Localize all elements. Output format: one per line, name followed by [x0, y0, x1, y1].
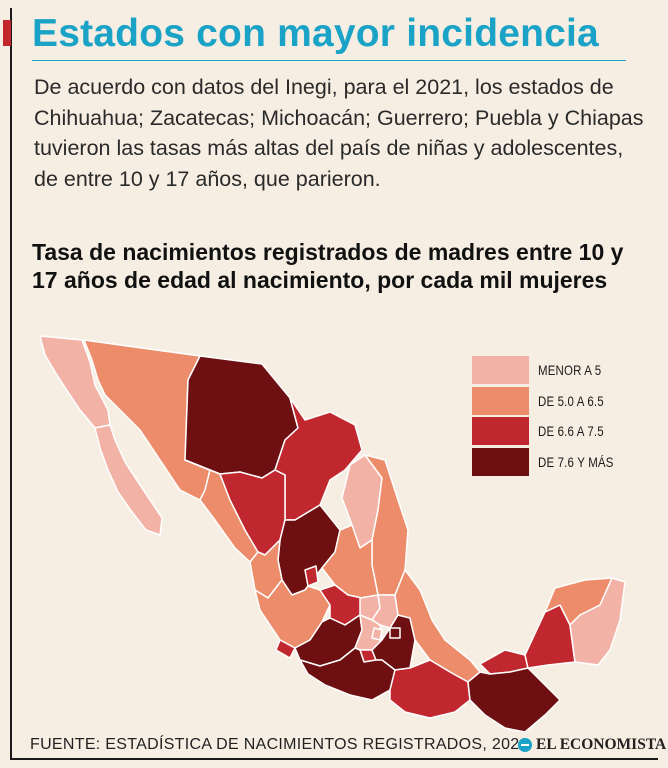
state-puebla — [371, 614, 416, 671]
mexico-map-svg — [39, 335, 626, 733]
legend-item: DE 7.6 Y MÁS — [472, 447, 630, 476]
state-aguascalientes — [304, 565, 319, 587]
infographic-frame — [10, 8, 658, 760]
map-legend: MENOR A 5 DE 5.0 A 6.5 DE 6.6 A 7.5 DE 7.6 … — [472, 356, 630, 478]
state-oaxaca — [389, 659, 471, 719]
map-title: Tasa de nacimientos registrados de madre… — [32, 239, 624, 293]
title-divider — [32, 60, 626, 61]
legend-label: MENOR A 5 — [538, 362, 602, 378]
intro-paragraph: De acuerdo con datos del Inegi, para el … — [34, 75, 644, 191]
page-title: Estados con mayor incidencia — [32, 12, 599, 55]
title-accent-bar — [3, 20, 11, 46]
state-cdmx — [371, 627, 383, 641]
legend-item: MENOR A 5 — [472, 356, 630, 384]
legend-label: DE 7.6 Y MÁS — [538, 453, 614, 470]
legend-swatch — [472, 447, 529, 476]
el-economista-logo-icon — [518, 738, 532, 752]
legend-item: DE 5.0 A 6.5 — [472, 386, 630, 415]
source-note: FUENTE: ESTADÍSTICA DE NACIMIENTOS REGIS… — [30, 736, 529, 753]
state-quintana-roo — [569, 577, 626, 666]
legend-swatch — [472, 386, 529, 415]
publisher-logo-text: EL ECONOMISTA — [536, 736, 667, 753]
legend-label: DE 6.6 A 7.5 — [538, 423, 604, 439]
legend-swatch — [472, 356, 529, 384]
legend-swatch — [472, 417, 529, 445]
state-colima — [275, 639, 296, 659]
legend-label: DE 5.0 A 6.5 — [538, 392, 604, 409]
state-chiapas — [467, 667, 561, 733]
state-guerrero — [299, 647, 396, 701]
state-baja-california-sur — [94, 424, 163, 536]
publisher-logo: EL ECONOMISTA — [518, 736, 666, 754]
legend-item: DE 6.6 A 7.5 — [472, 417, 630, 445]
mexico-map — [0, 325, 668, 745]
